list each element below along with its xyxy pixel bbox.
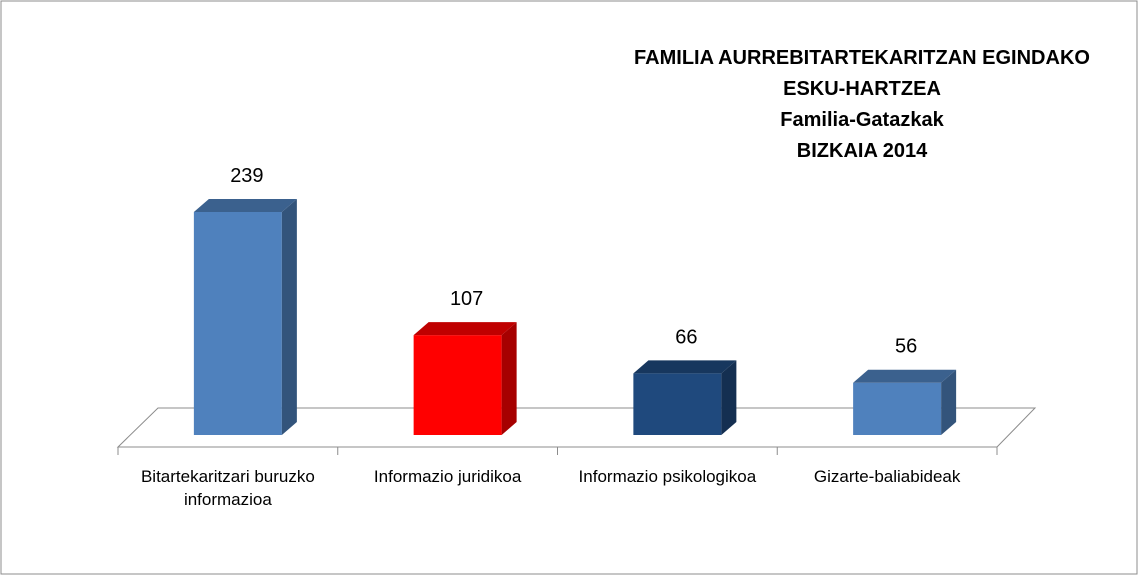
data-label: 239	[230, 165, 263, 187]
bar-front	[413, 335, 502, 435]
data-label: 66	[675, 326, 697, 348]
bar-side	[281, 199, 297, 435]
bar	[193, 199, 297, 435]
chart-title: BIZKAIA 2014	[797, 140, 928, 162]
x-tick-label: Informazio juridikoa	[373, 467, 522, 486]
chart-title: ESKU-HARTZEA	[783, 78, 941, 100]
bar-top	[193, 199, 297, 212]
bar	[853, 369, 957, 435]
bar-front	[633, 373, 722, 435]
data-label: 56	[895, 336, 917, 358]
bar-top	[853, 369, 957, 383]
bar-top	[413, 322, 517, 336]
bar-top	[633, 360, 737, 374]
x-tick-label: Informazio psikologikoa	[578, 467, 757, 486]
bar-side	[721, 360, 737, 435]
chart-title: FAMILIA AURREBITARTEKARITZAN EGINDAKO	[634, 47, 1090, 69]
bar-front	[853, 382, 942, 435]
bar	[413, 322, 517, 435]
bar-side	[501, 322, 517, 435]
bar-side	[941, 369, 957, 435]
x-tick-label: Gizarte-baliabideak	[813, 467, 961, 486]
chart-title: Familia-Gatazkak	[780, 109, 944, 131]
floor	[116, 407, 1037, 448]
bar-front	[193, 212, 282, 435]
bar	[633, 360, 737, 435]
data-label: 107	[450, 288, 483, 310]
x-tick-label: Bitartekaritzari buruzko informazioa	[140, 467, 315, 509]
